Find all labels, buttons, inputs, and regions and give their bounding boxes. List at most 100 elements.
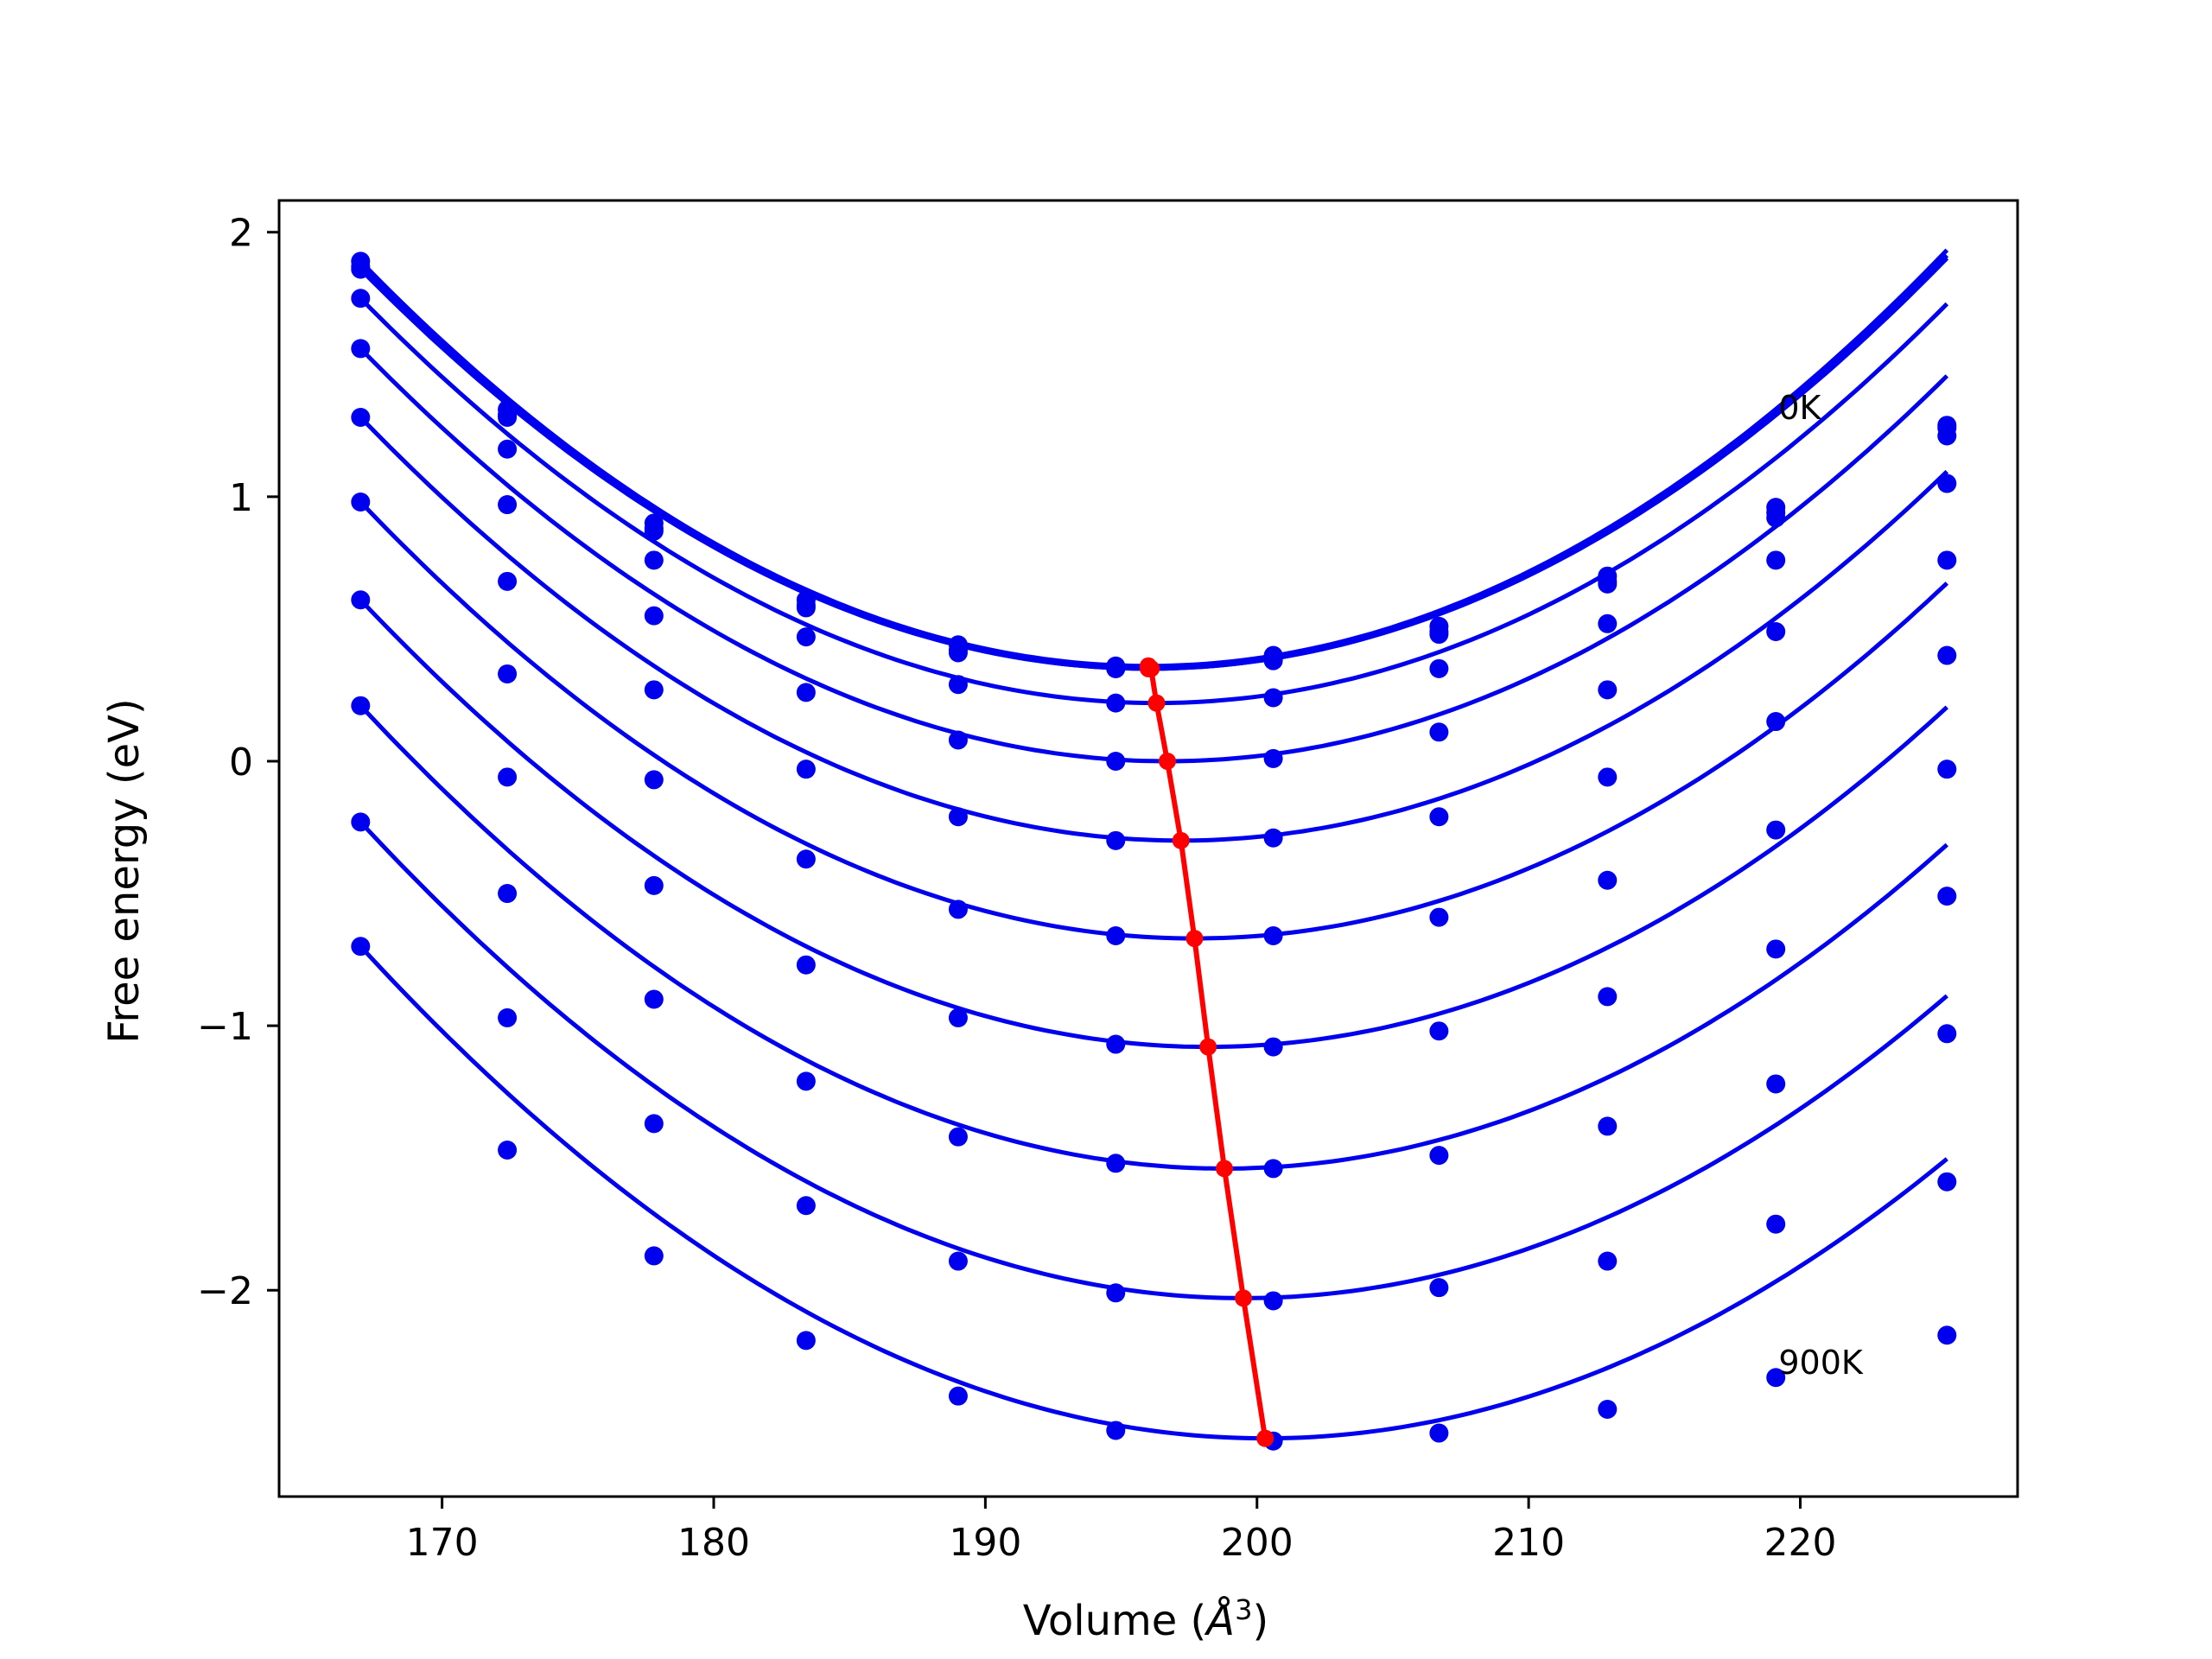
series-4-point-4 [948,730,968,750]
series-2-point-10 [1937,426,1957,446]
plot-area [351,248,1957,1451]
minimum-point-5 [1172,831,1190,849]
series-4-point-7 [1429,722,1449,742]
series-3-point-8 [1598,613,1618,633]
minimum-point-6 [1185,930,1204,948]
series-8-point-9 [1766,1074,1786,1094]
y-tick-label-1: −1 [197,1005,253,1049]
series-3-point-4 [948,675,968,695]
series-5-point-6 [1263,828,1283,848]
series-6-point-7 [1429,907,1449,927]
annotation-0k: 0K [1778,389,1821,427]
x-tick-label-4: 210 [1492,1521,1565,1565]
series-10-point-10 [1937,1325,1957,1345]
y-tick-label-4: 2 [229,212,253,256]
series-9-curve [359,820,1948,1300]
series-9-point-7 [1429,1278,1449,1298]
series-3-point-7 [1429,658,1449,678]
series-9-point-4 [948,1251,968,1271]
series-6-point-3 [796,849,816,869]
y-tick-label-3: 1 [229,476,253,520]
series-2-point-5 [1106,658,1126,678]
series-10-point-3 [796,1331,816,1351]
series-4-point-5 [1106,751,1126,771]
series-7-point-9 [1766,939,1786,959]
series-6-curve [359,500,1949,941]
series-4-point-3 [796,683,816,702]
series-4-point-10 [1937,550,1957,570]
series-7-point-8 [1598,987,1618,1007]
series-10-point-1 [498,1140,518,1160]
series-2-point-8 [1598,574,1618,594]
series-8-point-7 [1429,1146,1449,1166]
series-8-point-6 [1263,1159,1283,1179]
series-9-point-8 [1598,1251,1618,1271]
series-3-point-5 [1106,693,1126,713]
x-tick-label-2: 190 [949,1521,1021,1565]
series-3-point-6 [1263,688,1283,708]
minimum-point-9 [1235,1289,1253,1307]
series-3-point-2 [644,550,664,570]
series-4-point-8 [1598,680,1618,700]
series-5-point-9 [1766,712,1786,732]
series-8-point-8 [1598,1116,1618,1136]
series-5-curve [359,416,1949,843]
series-2-point-1 [498,408,518,428]
series-9-point-9 [1766,1214,1786,1234]
minimum-point-7 [1199,1038,1217,1056]
series-2-point-3 [796,598,816,618]
series-10-point-8 [1598,1399,1618,1419]
series-7-point-5 [1106,1034,1126,1054]
series-3-point-1 [498,439,518,459]
series-8-point-2 [644,989,664,1009]
series-7-curve [359,598,1948,1050]
series-8-curve [359,703,1948,1171]
series-9-point-1 [498,1007,518,1027]
series-8-point-4 [948,1127,968,1147]
series-6-point-4 [948,899,968,919]
annotations: 0K 900K [1778,389,1864,1382]
series-2-point-6 [1263,651,1283,671]
series-2-point-2 [644,521,664,541]
y-tick-label-2: 0 [229,741,253,785]
minimum-point-8 [1216,1160,1234,1178]
x-tick-label-0: 170 [406,1521,479,1565]
series-7-point-1 [498,767,518,787]
series-7-point-2 [644,875,664,895]
series-8-point-3 [796,1071,816,1091]
minimum-point-2 [1142,659,1160,677]
series-6-point-2 [644,770,664,790]
series-8-point-10 [1937,1024,1957,1044]
series-2-point-0 [351,259,371,279]
series-7-point-4 [948,1007,968,1027]
series-5-point-1 [498,571,518,591]
series-8-point-1 [498,884,518,904]
series-10-point-9 [1766,1368,1786,1388]
series-9-point-2 [644,1114,664,1134]
series-5-point-10 [1937,645,1957,665]
series-10-point-5 [1106,1421,1126,1440]
series-9-point-0 [351,812,371,832]
x-axis-label: Volume (Å3) [1023,1593,1268,1645]
minimum-point-4 [1159,752,1177,770]
series-3-point-0 [351,289,371,308]
annotation-900k: 900K [1778,1344,1864,1382]
series-9-point-10 [1937,1172,1957,1192]
series-5-point-0 [351,408,371,428]
series-5-point-8 [1598,767,1618,787]
series-6-point-5 [1106,926,1126,946]
series-2-point-7 [1429,625,1449,645]
x-tick-label-1: 180 [677,1521,750,1565]
series-9-point-3 [796,1196,816,1216]
series-10-point-7 [1429,1423,1449,1443]
series-6-point-6 [1263,926,1283,946]
series-5-point-2 [644,680,664,700]
y-axis-label: Free energy (eV) [100,698,149,1043]
series-5-point-5 [1106,830,1126,850]
series-4-point-2 [644,606,664,626]
series-7-point-0 [351,590,371,610]
series-10-curve [359,944,1948,1441]
series-6-point-10 [1937,760,1957,779]
